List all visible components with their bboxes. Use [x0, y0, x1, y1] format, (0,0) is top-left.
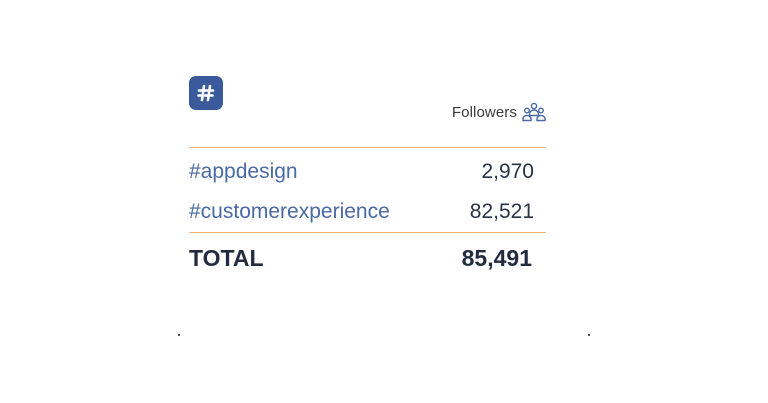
corner-mark-right	[588, 334, 590, 336]
hashtag-link-appdesign[interactable]: #appdesign	[189, 160, 298, 183]
hashtag-badge	[189, 76, 223, 110]
total-row: TOTAL 85,491	[189, 245, 532, 272]
total-value: 85,491	[461, 245, 532, 271]
follower-count: 82,521	[469, 200, 534, 223]
table-row: #appdesign 2,970	[189, 160, 534, 184]
follower-count: 2,970	[481, 160, 534, 183]
hashtag-link-customerexperience[interactable]: #customerexperience	[189, 200, 390, 223]
table-row: #customerexperience 82,521	[189, 200, 534, 224]
followers-label: Followers	[451, 103, 517, 121]
total-label: TOTAL	[189, 245, 264, 271]
total-divider	[189, 232, 546, 233]
people-group-icon	[522, 102, 546, 122]
followers-header: Followers	[452, 102, 546, 122]
corner-mark-left	[178, 334, 180, 336]
hashtag-icon	[195, 82, 217, 104]
header-divider	[189, 147, 546, 148]
